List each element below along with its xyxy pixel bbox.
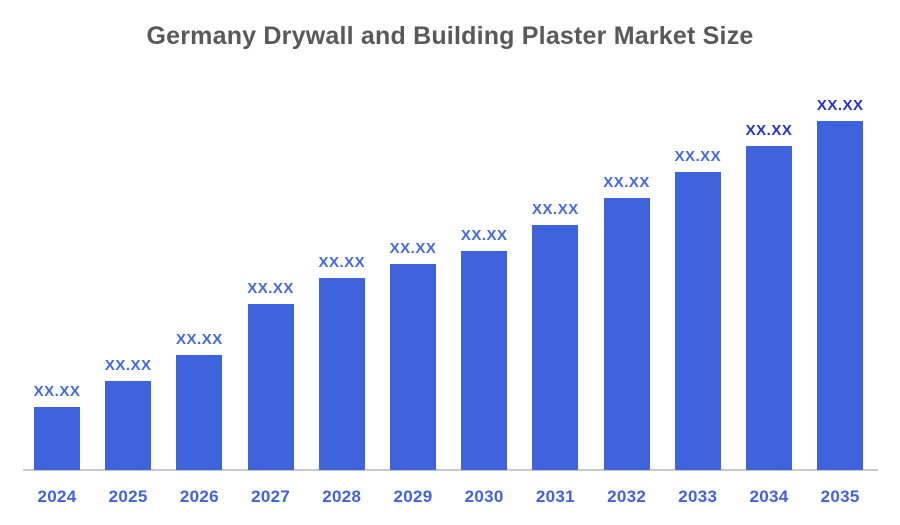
bar-2029 <box>390 264 436 470</box>
x-axis-label-2032: 2032 <box>607 487 647 506</box>
x-axis-line <box>23 469 878 471</box>
bar-2027 <box>247 304 294 470</box>
bar-value-label-2029: XX.XX <box>389 240 437 257</box>
bar-value-label-2034: XX.XX <box>745 122 793 139</box>
bar-2024 <box>34 407 80 470</box>
bar-value-label-2027: XX.XX <box>247 280 294 297</box>
bar-value-label-2030: XX.XX <box>460 227 508 244</box>
x-axis-label-2027: 2027 <box>251 487 291 506</box>
bar-value-label-2025: XX.XX <box>104 357 152 374</box>
bar-value-label-2033: XX.XX <box>674 148 722 165</box>
bar-2033 <box>674 172 721 470</box>
bar-value-label-2026: XX.XX <box>176 331 223 348</box>
x-axis-label-2024: 2024 <box>37 487 77 506</box>
x-axis-label-2029: 2029 <box>393 487 433 506</box>
x-axis-label-2033: 2033 <box>678 487 718 506</box>
chart-title: Germany Drywall and Building Plaster Mar… <box>146 22 754 50</box>
bar-2028 <box>318 278 365 470</box>
bar-2030 <box>461 251 508 470</box>
x-axis-label-2030: 2030 <box>464 487 504 506</box>
x-axis-label-2035: 2035 <box>820 487 860 506</box>
bar-value-label-2031: XX.XX <box>532 201 579 218</box>
bar-2035 <box>817 121 864 470</box>
bar-2025 <box>105 381 152 470</box>
bar-2032 <box>603 198 650 470</box>
x-axis-label-2025: 2025 <box>108 487 148 506</box>
bar-value-label-2032: XX.XX <box>603 174 650 191</box>
x-axis-label-2028: 2028 <box>322 487 362 506</box>
x-axis-label-2034: 2034 <box>749 487 789 506</box>
bar-value-label-2024: XX.XX <box>33 383 81 400</box>
bar-value-label-2028: XX.XX <box>318 254 366 271</box>
x-axis-label-2026: 2026 <box>179 487 219 506</box>
bar-2034 <box>746 146 792 470</box>
bar-value-label-2035: XX.XX <box>816 97 864 114</box>
bar-2026 <box>176 355 223 470</box>
x-axis-label-2031: 2031 <box>535 487 575 506</box>
bar-2031 <box>532 225 579 470</box>
